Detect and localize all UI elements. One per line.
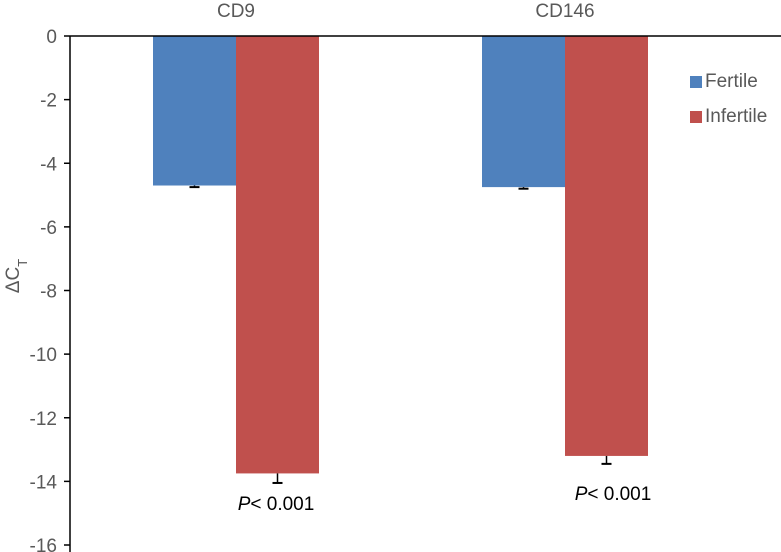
- y-tick-label: 0: [46, 27, 57, 48]
- y-tick-label: -6: [40, 218, 57, 239]
- bar-infertile-cd146: [565, 36, 648, 456]
- category-label-cd9: CD9: [217, 1, 255, 22]
- y-axis: 0 -2 -4 -6 -8 -10 -12 -14 -16: [30, 27, 71, 552]
- y-tick-label: -16: [30, 536, 57, 552]
- plot-area: [153, 36, 648, 484]
- p-value-annotation-cd9: P< 0.001: [238, 494, 315, 515]
- y-tick-label: -4: [40, 154, 57, 175]
- y-tick-label: -12: [30, 409, 57, 430]
- legend-swatch-infertile: [690, 111, 702, 123]
- y-tick-label: -10: [30, 345, 57, 366]
- y-tick-label: -8: [40, 282, 57, 303]
- category-axis: CD9 CD146: [70, 1, 781, 37]
- legend: Fertile Infertile: [690, 71, 767, 127]
- legend-label-infertile: Infertile: [705, 106, 767, 127]
- legend-label-fertile: Fertile: [705, 71, 758, 92]
- bar-infertile-cd9: [236, 36, 319, 474]
- y-tick-label: -2: [40, 91, 57, 112]
- y-axis-title: ΔCT: [3, 259, 30, 293]
- y-tick-label: -14: [30, 472, 58, 493]
- bar-fertile-cd9: [153, 36, 236, 186]
- p-value-annotation-cd146: P< 0.001: [575, 484, 652, 505]
- category-label-cd146: CD146: [535, 1, 594, 22]
- legend-swatch-fertile: [690, 76, 702, 88]
- annotations: P< 0.001 P< 0.001: [238, 484, 652, 515]
- bar-fertile-cd146: [482, 36, 565, 188]
